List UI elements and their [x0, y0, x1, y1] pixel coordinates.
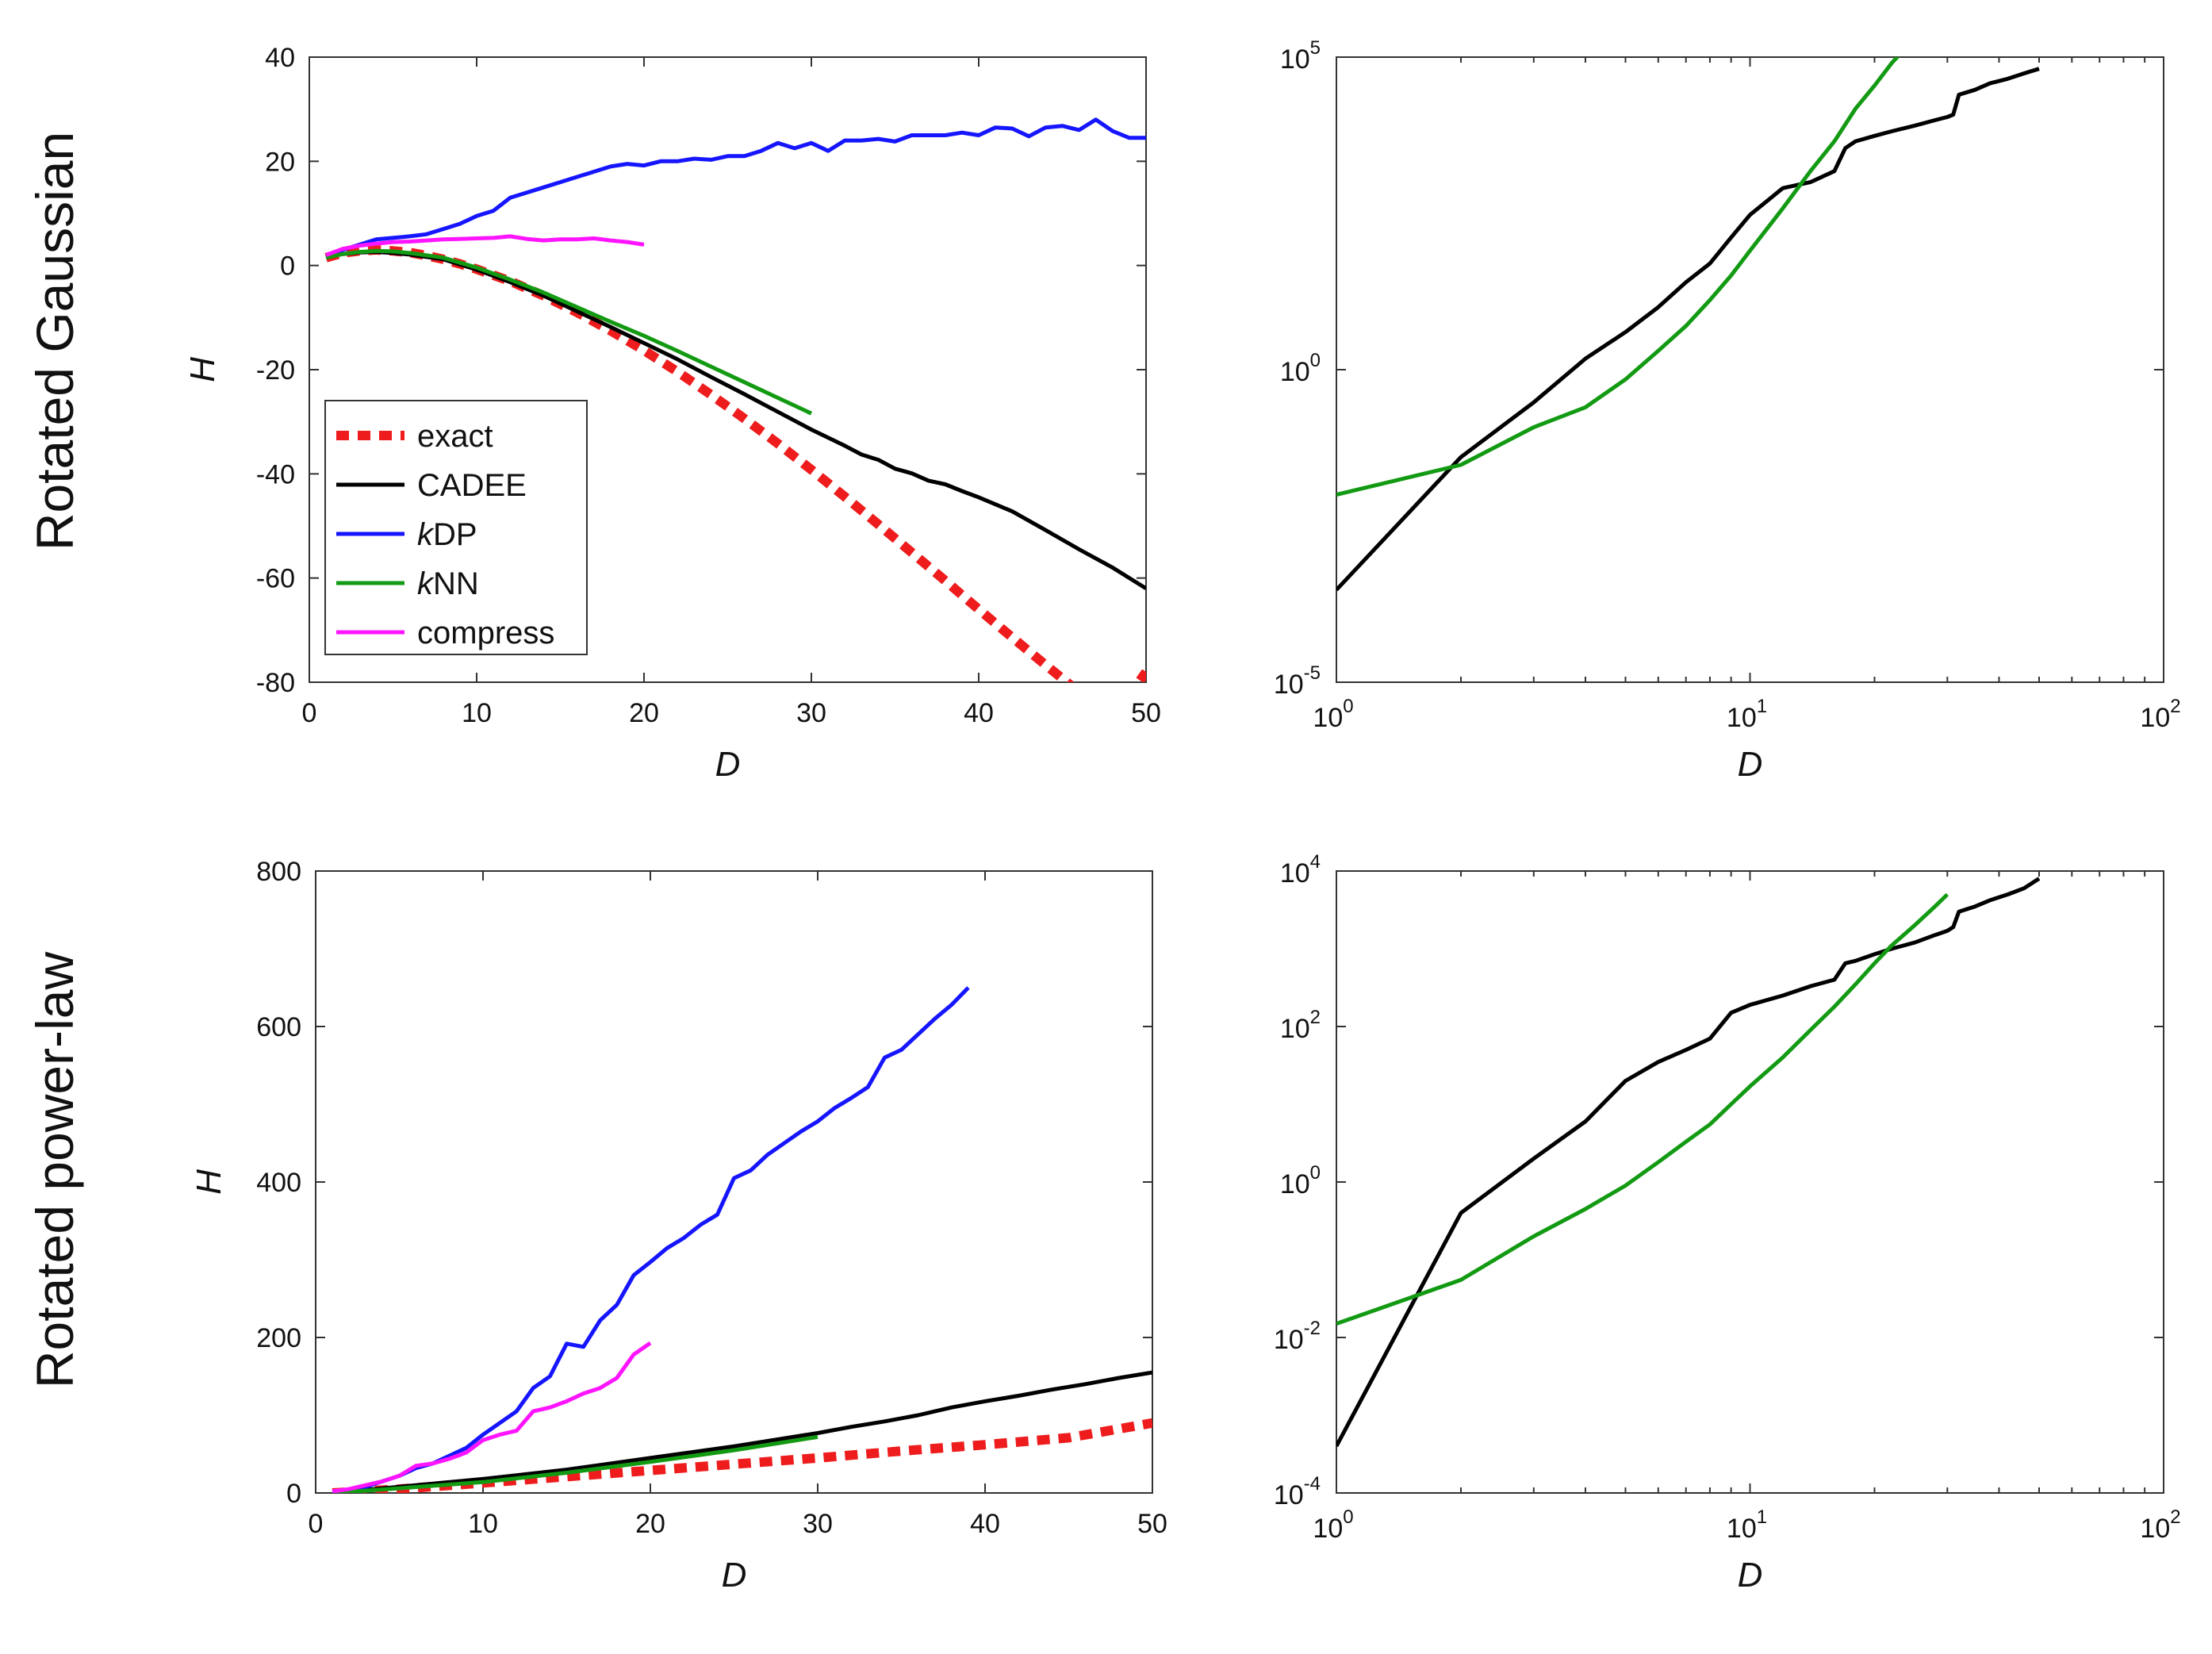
y-tick-label: 10-5 — [1274, 662, 1321, 700]
y-tick-label: 20 — [265, 147, 295, 177]
x-tick-label: 50 — [1137, 1509, 1167, 1539]
x-tick-label: 0 — [309, 1509, 324, 1539]
series-line-kdp — [332, 986, 970, 1493]
y-tick-label: -40 — [256, 459, 295, 489]
series-line-cadee — [1336, 877, 2041, 1448]
y-axis-label: H — [183, 357, 222, 382]
x-tick-label: 10 — [468, 1509, 498, 1539]
y-tick-label: 800 — [256, 857, 301, 887]
plot-frame — [1336, 56, 2164, 683]
y-tick-label: -80 — [256, 668, 295, 698]
y-tick-label: 0 — [280, 251, 295, 282]
x-tick-label: 101 — [1727, 1506, 1767, 1544]
row-label-powerlaw: Rotated power-law — [25, 952, 84, 1389]
y-tick-label: 105 — [1280, 37, 1321, 75]
x-tick-label: 100 — [1313, 1506, 1353, 1544]
x-tick-label: 101 — [1727, 696, 1767, 733]
series-line-knn — [325, 248, 813, 416]
chart-powerlaw-loglog: 100 101 102 10-4 10-2 100 102 104 D — [1274, 851, 2181, 1595]
legend-label-kdp: kDP — [417, 517, 477, 552]
y-tick-label: 400 — [256, 1168, 301, 1198]
x-tick-label: 0 — [302, 698, 317, 728]
y-tick-label: -20 — [256, 355, 295, 386]
x-tick-label: 50 — [1131, 698, 1161, 728]
x-tick-label: 40 — [964, 698, 994, 728]
chart-powerlaw-linear: 0 10 20 30 40 50 0 200 400 600 800 D H — [190, 857, 1167, 1595]
x-tick-label: 30 — [803, 1509, 833, 1539]
legend-label-compress: compress — [417, 616, 554, 650]
x-axis-label: D — [715, 745, 741, 784]
x-tick-label: 10 — [462, 698, 492, 728]
x-axis-label: D — [1738, 1556, 1763, 1595]
x-tick-label: 102 — [2140, 1506, 2180, 1544]
x-tick-label: 20 — [629, 698, 659, 728]
x-tick-label: 102 — [2140, 696, 2180, 733]
y-tick-label: 100 — [1280, 1162, 1321, 1199]
y-tick-label: 10-2 — [1274, 1318, 1321, 1355]
y-tick-label: 104 — [1280, 851, 1321, 888]
series-line-compress — [332, 1341, 652, 1493]
y-tick-label: -60 — [256, 564, 295, 594]
legend-label-knn: kNN — [417, 566, 479, 601]
series-line-cadee — [332, 1370, 1152, 1493]
series-line-knn — [332, 1434, 818, 1493]
y-tick-label: 0 — [286, 1479, 301, 1509]
x-tick-label: 30 — [796, 698, 826, 728]
legend-label-cadee: CADEE — [417, 468, 527, 503]
series-line-kdp — [325, 117, 1146, 257]
y-tick-label: 102 — [1280, 1007, 1321, 1044]
x-axis-label: D — [1738, 745, 1763, 784]
y-tick-label: 200 — [256, 1323, 301, 1353]
legend-label-exact: exact — [417, 419, 493, 454]
y-tick-label: 10-4 — [1274, 1473, 1321, 1510]
legend: exact CADEE kDP kNN compress — [324, 400, 588, 655]
x-tick-label: 20 — [635, 1509, 665, 1539]
y-tick-label: 40 — [265, 43, 295, 73]
row-label-gaussian: Rotated Gaussian — [25, 132, 84, 551]
legend-box — [324, 400, 588, 655]
series-line-knn — [1336, 892, 1949, 1326]
series-line-cadee — [1336, 67, 2040, 592]
x-axis-label: D — [722, 1556, 747, 1595]
series-line-compress — [325, 234, 645, 257]
y-tick-label: 100 — [1280, 350, 1321, 387]
x-tick-label: 100 — [1313, 696, 1353, 733]
plot-frame — [1336, 870, 2164, 1494]
series-line-knn — [1336, 57, 1900, 497]
x-tick-label: 40 — [970, 1509, 1000, 1539]
y-tick-label: 600 — [256, 1012, 301, 1042]
chart-gaussian-linear: 0 10 20 30 40 50 -80 -60 -40 -20 0 20 40 D H — [183, 43, 1161, 784]
y-axis-label: H — [190, 1169, 228, 1195]
